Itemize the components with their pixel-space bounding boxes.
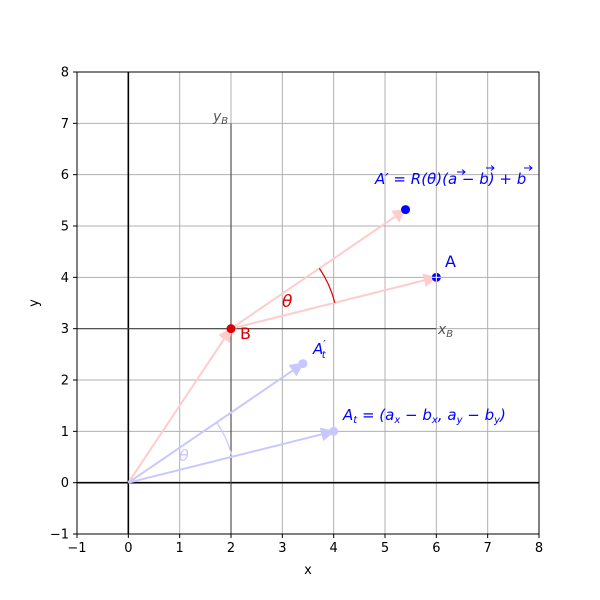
at-close: ) (499, 406, 506, 424)
point-a-label: A (445, 252, 456, 271)
y-tick-label: 1 (61, 425, 69, 440)
at-comma: , a (438, 406, 457, 424)
vector-b-to-a (230, 273, 438, 330)
at-sub: t (353, 415, 358, 426)
point-a-t-prime (298, 359, 308, 369)
y-tick-label: −1 (50, 528, 69, 543)
y-tick-label: 8 (61, 66, 69, 81)
a-prime-mid: )( (435, 170, 449, 188)
points (226, 205, 441, 436)
x-tick-label: 6 (432, 541, 440, 556)
x-b-sub: B (446, 329, 453, 340)
ticks: −1 0 1 2 3 4 5 6 7 8 −1 0 1 2 3 4 5 6 7 8 (50, 66, 543, 557)
point-b-label: B (240, 324, 251, 343)
x-tick-label: 0 (124, 541, 132, 556)
grid (76, 71, 540, 535)
at-x1: x (393, 415, 400, 426)
angle-arcs (216, 268, 336, 457)
point-a-t (329, 426, 339, 436)
at-y2: y (493, 415, 501, 426)
y-axis-title: y (27, 299, 42, 307)
a-t-formula: At = (ax − bx, ay − by) (342, 406, 506, 426)
svg-text:A′ = R(θ)(a − b) + b: A′ = R(θ)(a − b) + b (374, 170, 526, 188)
y-b-main: y (212, 109, 222, 125)
theta-faint-label: θ (179, 446, 189, 465)
at-y1: y (456, 415, 464, 426)
a-prime-vec-a: a (448, 170, 457, 188)
x-tick-label: 8 (535, 541, 543, 556)
x-tick-label: −1 (67, 541, 86, 556)
atp-sub: t (322, 350, 327, 361)
y-tick-label: 3 (61, 322, 69, 337)
at-minus2: − b (462, 406, 494, 424)
vector-b-to-a-prime (230, 208, 407, 330)
at-eq: = (a (357, 406, 394, 424)
x-tick-label: 1 (176, 541, 184, 556)
a-t-prime-label: A′ t (312, 338, 327, 361)
a-prime-minus: − (457, 170, 479, 188)
plot-frame (76, 71, 540, 535)
vec-arrow-a (457, 169, 466, 175)
origin-axes (77, 72, 539, 534)
a-prime-close: ) + (488, 170, 517, 188)
y-tick-label: 5 (61, 220, 69, 235)
atp-prime: ′ (323, 338, 326, 351)
y-b-label: yB (212, 109, 228, 127)
y-tick-label: 7 (61, 117, 69, 132)
at-x2: x (431, 415, 438, 426)
x-tick-label: 3 (278, 541, 286, 556)
vector-origin-to-b (127, 327, 232, 484)
at-lhs: A (342, 406, 353, 424)
point-a-prime (401, 205, 411, 215)
y-tick-label: 4 (61, 271, 69, 286)
x-tick-label: 2 (227, 541, 235, 556)
atp-main: A (312, 340, 323, 358)
x-axis-title: x (304, 563, 312, 578)
vec-arrow-b (486, 165, 495, 171)
a-prime-lhs: A′ = R( (374, 170, 428, 188)
a-prime-formula: A′ = R(θ)(a − b) + b (374, 165, 533, 188)
vector-origin-to-a-t (128, 427, 336, 484)
x-tick-label: 5 (381, 541, 389, 556)
x-tick-label: 7 (484, 541, 492, 556)
vectors (127, 208, 438, 484)
x-tick-label: 4 (330, 541, 338, 556)
theta-faint-arc (216, 422, 233, 457)
at-minus1: − b (400, 406, 432, 424)
vector-origin-to-a-t-prime (127, 362, 305, 484)
vec-arrow-b2 (524, 165, 533, 171)
theta-arc (318, 268, 336, 303)
a-prime-theta: θ (427, 170, 436, 188)
y-tick-label: 2 (61, 374, 69, 389)
a-prime-vec-b: b (479, 170, 489, 188)
y-b-sub: B (221, 116, 228, 127)
y-tick-label: 0 (61, 476, 69, 491)
x-b-label: xB (437, 322, 453, 340)
a-prime-vec-b2: b (517, 170, 527, 188)
x-b-main: x (437, 322, 447, 338)
y-tick-label: 6 (61, 168, 69, 183)
theta-label: θ (282, 292, 293, 312)
point-b (226, 324, 236, 334)
